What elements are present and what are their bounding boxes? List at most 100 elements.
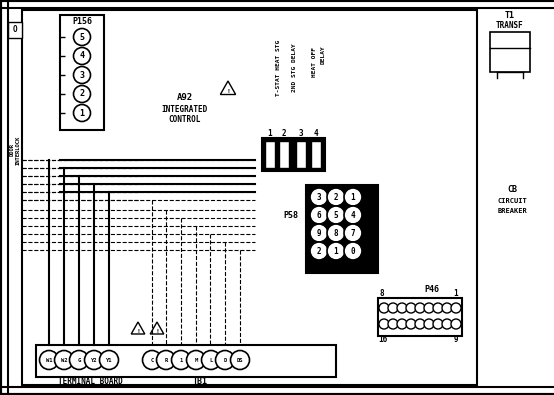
Circle shape xyxy=(397,303,407,313)
Bar xyxy=(265,141,275,168)
Text: 9: 9 xyxy=(317,228,321,237)
Circle shape xyxy=(39,350,59,369)
Circle shape xyxy=(69,350,89,369)
Circle shape xyxy=(74,28,90,45)
Text: !: ! xyxy=(155,329,159,334)
Text: P156: P156 xyxy=(72,17,92,26)
Circle shape xyxy=(424,303,434,313)
Bar xyxy=(296,141,306,168)
Circle shape xyxy=(433,303,443,313)
Text: 9: 9 xyxy=(454,335,458,344)
Text: 2: 2 xyxy=(80,90,85,98)
Text: BREAKER: BREAKER xyxy=(497,208,527,214)
Text: 3: 3 xyxy=(299,128,303,137)
Text: 2: 2 xyxy=(317,246,321,256)
Text: 3: 3 xyxy=(317,192,321,201)
Circle shape xyxy=(230,350,249,369)
Text: Y2: Y2 xyxy=(91,357,98,363)
Bar xyxy=(279,141,289,168)
Text: 7: 7 xyxy=(351,228,355,237)
Text: 4: 4 xyxy=(80,51,85,60)
Bar xyxy=(490,32,530,72)
Bar xyxy=(262,138,325,171)
Text: CONTROL: CONTROL xyxy=(169,115,201,124)
Polygon shape xyxy=(131,322,145,334)
Text: 4: 4 xyxy=(314,128,319,137)
Bar xyxy=(378,298,462,336)
Circle shape xyxy=(415,303,425,313)
Text: W2: W2 xyxy=(61,357,67,363)
Text: 5: 5 xyxy=(80,32,85,41)
Text: L: L xyxy=(209,357,213,363)
Polygon shape xyxy=(150,322,164,334)
Text: 8: 8 xyxy=(379,290,384,299)
Text: DELAY: DELAY xyxy=(321,46,326,64)
Text: G: G xyxy=(78,357,81,363)
Circle shape xyxy=(310,206,328,224)
Circle shape xyxy=(344,242,362,260)
Text: DS: DS xyxy=(237,357,243,363)
Circle shape xyxy=(85,350,104,369)
Circle shape xyxy=(202,350,220,369)
Circle shape xyxy=(310,224,328,242)
Polygon shape xyxy=(220,81,235,94)
Text: DOOR
INTERLOCK: DOOR INTERLOCK xyxy=(9,135,20,165)
Text: T1: T1 xyxy=(505,11,515,21)
Text: P58: P58 xyxy=(283,211,298,220)
Bar xyxy=(22,10,477,385)
Circle shape xyxy=(406,319,416,329)
Text: Y1: Y1 xyxy=(106,357,112,363)
Circle shape xyxy=(327,188,345,206)
Circle shape xyxy=(379,303,389,313)
Circle shape xyxy=(74,66,90,83)
Circle shape xyxy=(433,319,443,329)
Text: CB: CB xyxy=(507,186,517,194)
Text: 2: 2 xyxy=(334,192,338,201)
Circle shape xyxy=(187,350,206,369)
Text: 0: 0 xyxy=(351,246,355,256)
Text: 1: 1 xyxy=(268,128,273,137)
Text: R: R xyxy=(165,357,168,363)
Circle shape xyxy=(379,319,389,329)
Text: !: ! xyxy=(226,89,230,94)
Circle shape xyxy=(344,224,362,242)
Circle shape xyxy=(415,319,425,329)
Circle shape xyxy=(451,303,461,313)
Text: 2: 2 xyxy=(281,128,286,137)
Circle shape xyxy=(216,350,234,369)
Text: O: O xyxy=(13,26,17,34)
Text: M: M xyxy=(194,357,198,363)
Text: TB1: TB1 xyxy=(192,376,208,386)
Circle shape xyxy=(344,188,362,206)
Text: 3: 3 xyxy=(80,70,85,79)
Circle shape xyxy=(74,85,90,102)
Circle shape xyxy=(442,319,452,329)
Circle shape xyxy=(74,47,90,64)
Bar xyxy=(60,15,104,130)
Bar xyxy=(8,22,22,38)
Text: 1: 1 xyxy=(454,290,458,299)
Circle shape xyxy=(310,188,328,206)
Text: 16: 16 xyxy=(378,335,388,344)
Circle shape xyxy=(406,303,416,313)
Text: T-STAT HEAT STG: T-STAT HEAT STG xyxy=(275,40,280,96)
Circle shape xyxy=(54,350,74,369)
Text: HEAT OFF: HEAT OFF xyxy=(311,47,316,77)
Text: 4: 4 xyxy=(351,211,355,220)
Text: 2ND STG DELAY: 2ND STG DELAY xyxy=(293,43,297,92)
Text: A92: A92 xyxy=(177,94,193,102)
Bar xyxy=(36,345,336,377)
Text: TRANSF: TRANSF xyxy=(496,21,524,30)
Circle shape xyxy=(388,319,398,329)
Text: 5: 5 xyxy=(334,211,338,220)
Circle shape xyxy=(397,319,407,329)
Text: C: C xyxy=(150,357,153,363)
Text: 8: 8 xyxy=(334,228,338,237)
Circle shape xyxy=(388,303,398,313)
Text: 6: 6 xyxy=(317,211,321,220)
Circle shape xyxy=(74,105,90,122)
Text: CIRCUIT: CIRCUIT xyxy=(497,198,527,204)
Circle shape xyxy=(344,206,362,224)
Circle shape xyxy=(442,303,452,313)
Circle shape xyxy=(327,206,345,224)
